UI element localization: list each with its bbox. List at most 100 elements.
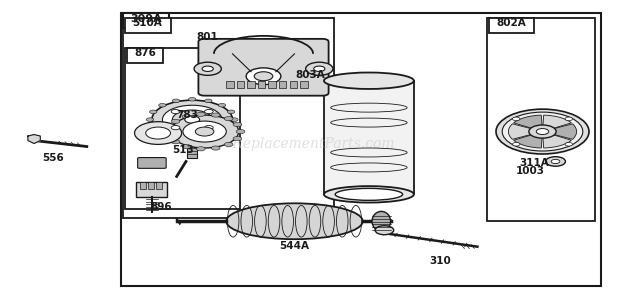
Ellipse shape [226, 203, 363, 239]
Circle shape [233, 137, 242, 141]
Circle shape [224, 117, 233, 121]
Ellipse shape [372, 211, 391, 231]
Circle shape [172, 137, 180, 140]
Ellipse shape [324, 186, 414, 203]
Circle shape [529, 125, 556, 138]
Bar [123, 18, 334, 218]
Circle shape [233, 122, 242, 126]
Circle shape [152, 100, 232, 139]
Circle shape [165, 133, 174, 137]
Circle shape [172, 99, 180, 103]
Circle shape [205, 99, 212, 103]
Text: eReplacementParts.com: eReplacementParts.com [224, 137, 396, 150]
Circle shape [205, 137, 212, 140]
Circle shape [314, 66, 325, 71]
Text: 513: 513 [172, 145, 194, 155]
Circle shape [171, 119, 180, 123]
Circle shape [188, 138, 196, 142]
Bar [268, 81, 276, 88]
Bar [258, 81, 265, 88]
Circle shape [185, 116, 200, 123]
Text: 896: 896 [151, 202, 172, 212]
Circle shape [565, 117, 572, 121]
Bar [324, 81, 414, 194]
Circle shape [149, 126, 157, 129]
Wedge shape [542, 115, 572, 132]
Text: 309A: 309A [130, 14, 162, 24]
Circle shape [254, 72, 273, 81]
Circle shape [246, 68, 281, 85]
Circle shape [146, 127, 170, 139]
Circle shape [375, 226, 394, 235]
Circle shape [172, 110, 212, 129]
Wedge shape [542, 124, 577, 139]
Bar [290, 81, 297, 88]
Bar [489, 18, 534, 33]
Text: 311A: 311A [520, 158, 549, 167]
Text: 556: 556 [42, 153, 64, 163]
Bar [187, 138, 197, 158]
Text: 802A: 802A [497, 18, 526, 28]
Text: 310: 310 [429, 256, 451, 266]
Text: 510A: 510A [133, 18, 162, 28]
Circle shape [165, 126, 174, 130]
Circle shape [188, 97, 196, 101]
Bar [487, 18, 595, 221]
Ellipse shape [335, 188, 402, 200]
Circle shape [146, 118, 154, 121]
Bar [148, 182, 154, 189]
Bar [125, 18, 170, 33]
Text: 803A: 803A [296, 70, 326, 80]
Circle shape [197, 147, 205, 151]
Bar [125, 48, 240, 209]
Circle shape [171, 126, 180, 130]
Circle shape [236, 129, 245, 134]
Bar [156, 182, 162, 189]
Circle shape [513, 117, 520, 121]
Wedge shape [508, 124, 542, 139]
Circle shape [171, 140, 180, 144]
Wedge shape [513, 115, 542, 132]
Circle shape [135, 122, 182, 144]
Circle shape [551, 159, 560, 164]
Circle shape [536, 129, 549, 135]
Bar [140, 182, 146, 189]
Circle shape [202, 66, 213, 71]
Circle shape [231, 118, 238, 121]
Circle shape [211, 146, 220, 150]
Bar [226, 81, 234, 88]
Circle shape [159, 103, 166, 107]
Circle shape [197, 112, 205, 116]
Bar [136, 182, 167, 197]
Circle shape [502, 112, 583, 151]
Bar [279, 81, 286, 88]
Text: 876: 876 [134, 48, 156, 58]
Wedge shape [542, 132, 572, 148]
Circle shape [183, 121, 226, 142]
Circle shape [211, 113, 220, 117]
Bar [123, 13, 169, 28]
Bar [121, 13, 601, 286]
Circle shape [546, 157, 565, 166]
Bar [237, 81, 244, 88]
Circle shape [159, 132, 166, 136]
Text: 801: 801 [197, 32, 219, 42]
Circle shape [182, 115, 191, 119]
Circle shape [224, 142, 233, 147]
Circle shape [218, 132, 226, 136]
FancyBboxPatch shape [198, 39, 329, 96]
Circle shape [194, 62, 221, 75]
Circle shape [205, 126, 213, 130]
Ellipse shape [324, 73, 414, 89]
Circle shape [162, 105, 222, 134]
Text: 544A: 544A [280, 241, 309, 251]
Polygon shape [28, 135, 40, 144]
FancyBboxPatch shape [138, 158, 166, 168]
Circle shape [182, 144, 191, 149]
Bar [127, 48, 163, 63]
Circle shape [218, 103, 226, 107]
Circle shape [228, 110, 235, 114]
Wedge shape [513, 132, 542, 148]
Circle shape [171, 109, 180, 114]
Circle shape [149, 110, 157, 114]
